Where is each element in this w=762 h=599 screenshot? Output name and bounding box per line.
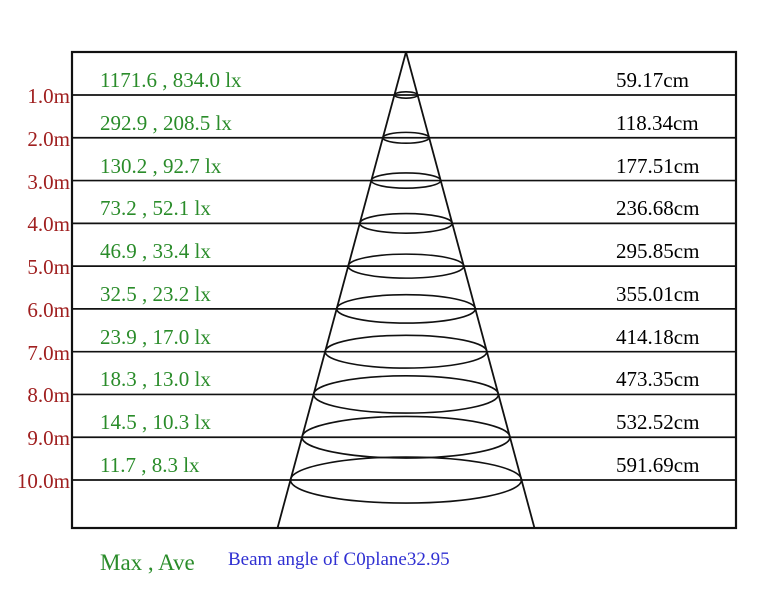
lux-max-ave-label: 46.9 , 33.4 lx: [100, 239, 211, 264]
diameter-label: 473.35cm: [616, 367, 700, 392]
distance-label: 1.0m: [27, 84, 70, 108]
diameter-label: 295.85cm: [616, 239, 700, 264]
beam-spot-ellipse: [347, 253, 465, 279]
distance-label: 10.0m: [16, 469, 70, 494]
beam-spot-ellipse: [312, 375, 500, 414]
distance-label: 5.0m: [27, 255, 70, 280]
legend-max-ave-label: Max , Ave: [100, 550, 195, 575]
lux-max-ave-label: 11.7 , 8.3 lx: [100, 453, 200, 478]
diameter-label: 118.34cm: [616, 110, 699, 135]
beam-spot-ellipse: [393, 91, 419, 100]
beam-spot-ellipse: [370, 172, 442, 189]
diameter-label: 355.01cm: [616, 281, 700, 306]
beam-spot-ellipse: [324, 334, 488, 369]
distance-label: 9.0m: [27, 426, 70, 451]
distance-label: 8.0m: [27, 383, 70, 408]
lux-max-ave-label: 1171.6 , 834.0 lx: [100, 68, 242, 92]
diameter-label: 532.52cm: [616, 410, 700, 435]
lux-max-ave-label: 14.5 , 10.3 lx: [100, 410, 211, 435]
distance-label: 2.0m: [27, 126, 70, 151]
beam-spot-ellipse: [289, 456, 523, 504]
lux-max-ave-label: 73.2 , 52.1 lx: [100, 196, 211, 221]
diameter-label: 177.51cm: [616, 153, 700, 178]
beam-spot-ellipse: [301, 415, 511, 459]
beam-spot-ellipse: [358, 212, 454, 234]
diameter-label: 414.18cm: [616, 324, 700, 349]
beam-cone-right-edge: [405, 51, 536, 529]
lux-max-ave-label: 18.3 , 13.0 lx: [100, 367, 211, 392]
lux-max-ave-label: 32.5 , 23.2 lx: [100, 281, 211, 306]
beam-spot-ellipse: [335, 293, 477, 324]
plot-frame: [70, 50, 738, 530]
lux-max-ave-label: 23.9 , 17.0 lx: [100, 324, 211, 349]
beam-cone-left-edge: [276, 51, 407, 529]
distance-label: 7.0m: [27, 340, 70, 365]
lux-max-ave-label: 130.2 , 92.7 lx: [100, 153, 222, 178]
beam-spot-ellipse: [382, 131, 430, 144]
beam-angle-title: Beam angle of C0plane32.95: [228, 549, 450, 570]
distance-label: 6.0m: [27, 297, 70, 322]
distance-label: 4.0m: [27, 212, 70, 237]
lux-max-ave-label: 292.9 , 208.5 lx: [100, 110, 232, 135]
distance-label: 3.0m: [27, 169, 70, 194]
diameter-label: 591.69cm: [616, 453, 700, 478]
diameter-label: 236.68cm: [616, 196, 700, 221]
diameter-label: 59.17cm: [616, 68, 689, 92]
